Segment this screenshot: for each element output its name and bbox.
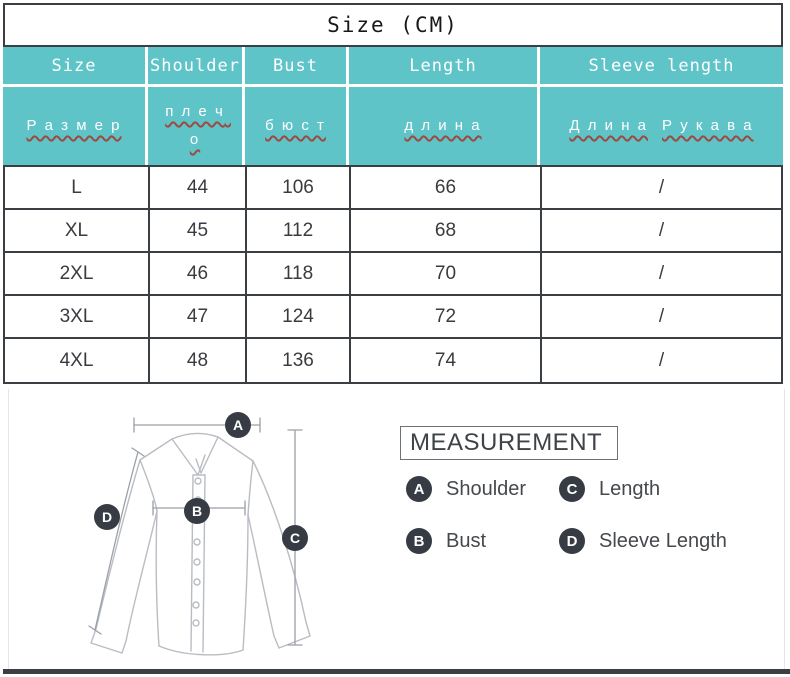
header-cell-sleeve: Sleeve length <box>540 47 783 87</box>
legend-badge-b: B <box>406 528 432 554</box>
table-cell: 74 <box>351 339 542 382</box>
table-cell: 48 <box>150 339 247 382</box>
table-cell: L <box>5 167 150 210</box>
header-cell-bust: Bust <box>245 47 349 87</box>
russian-word: Д л и н а <box>569 117 649 134</box>
badge-letter: D <box>102 509 112 525</box>
table-cell: 46 <box>150 253 247 296</box>
russian-word: д л и н а <box>404 117 482 134</box>
table-cell: 44 <box>150 167 247 210</box>
table-cell: / <box>542 296 781 339</box>
table-cell: XL <box>5 210 150 253</box>
sleeve-measure-line <box>88 447 145 635</box>
russian-word: п л е ч о <box>165 103 231 148</box>
badge-letter: C <box>290 530 300 546</box>
legend-item-bust: B Bust <box>406 528 559 554</box>
legend-badge-a: A <box>406 476 432 502</box>
header-row-english: Size Shoulder Bust Length Sleeve length <box>3 47 783 87</box>
legend-item-sleeve-length: D Sleeve Length <box>559 528 760 554</box>
table-cell: 72 <box>351 296 542 339</box>
diagram-badge-b: B <box>184 498 210 524</box>
header-row-russian: Р а з м е р п л е ч о б ю с т д л и н а … <box>3 87 783 165</box>
table-cell: 112 <box>247 210 351 253</box>
legend-label: Shoulder <box>446 477 527 500</box>
table-cell: 3XL <box>5 296 150 339</box>
shirt-outline <box>90 432 311 656</box>
table-cell: 118 <box>247 253 351 296</box>
table-cell: / <box>542 167 781 210</box>
russian-word: б ю с т <box>265 117 326 134</box>
table-cell: / <box>542 210 781 253</box>
diagram-badge-d: D <box>94 504 120 530</box>
section-left-border <box>8 389 9 669</box>
table-cell: 124 <box>247 296 351 339</box>
legend-label: Sleeve Length <box>599 529 727 552</box>
header-cell-shoulder-ru: п л е ч о <box>148 87 245 165</box>
header-cell-length: Length <box>349 47 540 87</box>
section-right-border <box>784 389 785 669</box>
legend-item-length: C Length <box>559 476 760 502</box>
table-cell: 4XL <box>5 339 150 382</box>
header-cell-size: Size <box>3 47 148 87</box>
table-cell: 66 <box>351 167 542 210</box>
header-cell-size-ru: Р а з м е р <box>3 87 148 165</box>
legend-label: Bust <box>446 529 487 552</box>
size-table: Size (CM) Size Shoulder Bust Length Slee… <box>3 3 783 384</box>
table-cell: 70 <box>351 253 542 296</box>
header-cell-sleeve-ru: Д л и н а Р у к а в а <box>540 87 783 165</box>
shirt-measurement-diagram: A B C D <box>88 412 311 656</box>
next-section-top-border <box>3 669 790 674</box>
table-cell: 2XL <box>5 253 150 296</box>
russian-word: Р а з м е р <box>26 117 122 134</box>
header-cell-length-ru: д л и н а <box>349 87 540 165</box>
table-cell: / <box>542 253 781 296</box>
russian-word: Р у к а в а <box>662 117 754 134</box>
legend-item-shoulder: A Shoulder <box>406 476 559 502</box>
diagram-badge-a: A <box>225 412 251 438</box>
diagram-badge-c: C <box>282 525 308 551</box>
measurement-section: A B C D MEASUREMENT A Shoulder C Length <box>0 389 790 669</box>
size-data-grid: L 44 106 66 / XL 45 112 68 / 2XL 46 118 … <box>3 165 783 384</box>
measurement-legend-title: MEASUREMENT <box>400 426 618 460</box>
table-cell: 68 <box>351 210 542 253</box>
table-cell: 136 <box>247 339 351 382</box>
table-cell: / <box>542 339 781 382</box>
table-title: Size (CM) <box>3 3 783 47</box>
legend-label: Length <box>599 477 661 500</box>
measurement-legend: MEASUREMENT A Shoulder C Length B Bust D… <box>400 426 760 554</box>
badge-letter: A <box>233 417 243 433</box>
table-cell: 47 <box>150 296 247 339</box>
header-cell-bust-ru: б ю с т <box>245 87 349 165</box>
badge-letter: B <box>192 503 202 519</box>
table-cell: 45 <box>150 210 247 253</box>
legend-items: A Shoulder C Length B Bust D Sleeve Leng… <box>406 476 760 554</box>
header-cell-shoulder: Shoulder <box>148 47 245 87</box>
legend-badge-c: C <box>559 476 585 502</box>
table-cell: 106 <box>247 167 351 210</box>
legend-badge-d: D <box>559 528 585 554</box>
